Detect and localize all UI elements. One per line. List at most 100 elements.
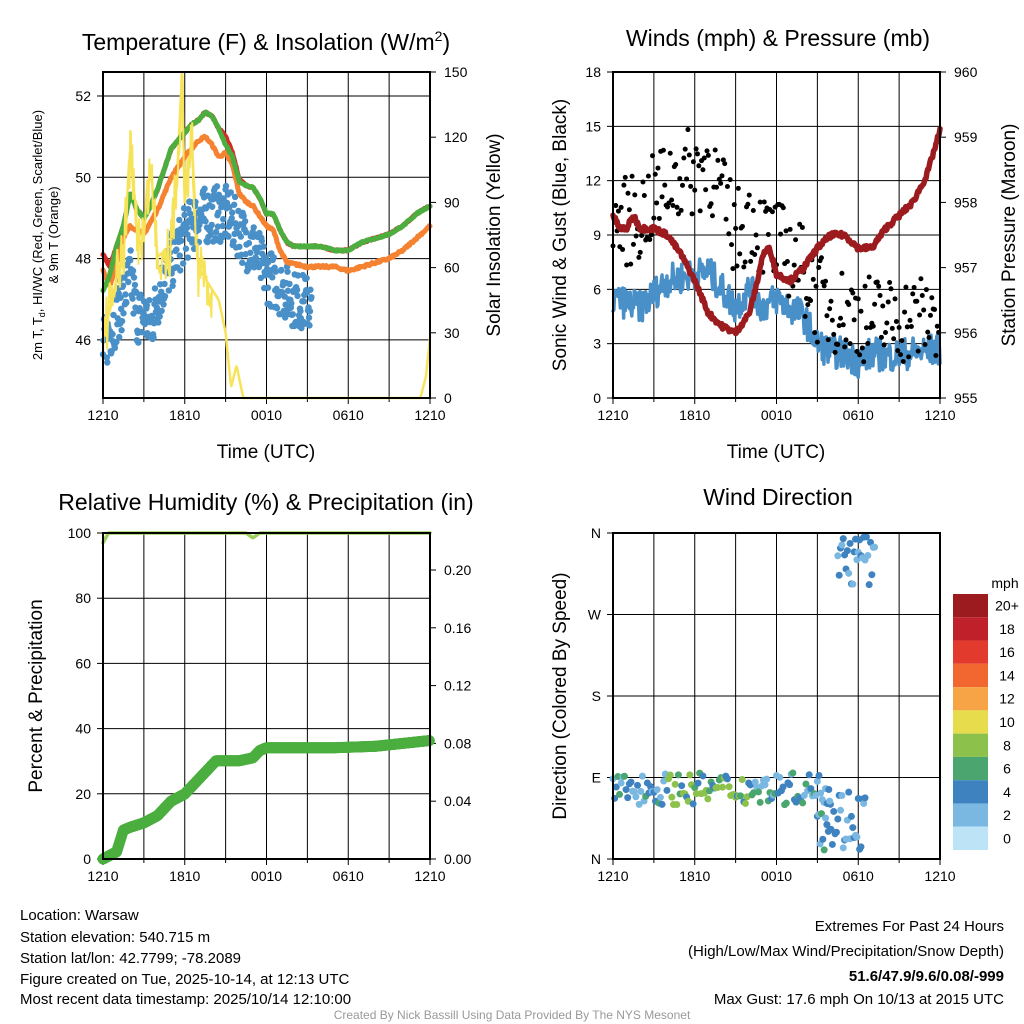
- dewpoint-point: [129, 295, 136, 302]
- y-tick-label: N: [591, 851, 601, 867]
- dewpoint-point: [189, 236, 196, 243]
- dewpoint-point: [284, 287, 292, 294]
- x-tick-label: 0610: [843, 407, 874, 423]
- x-tick-label: 1210: [924, 868, 955, 884]
- gust-point: [692, 187, 698, 193]
- gust-point: [750, 208, 756, 214]
- wind-direction-point: [817, 789, 825, 797]
- gust-point: [843, 337, 849, 343]
- max-gust: Max Gust: 17.6 mph On 10/13 at 2015 UTC: [714, 991, 1004, 1008]
- gust-point: [629, 173, 635, 179]
- gust-point: [861, 359, 867, 365]
- elevation: Station elevation: 540.715 m: [20, 929, 210, 946]
- gust-point: [714, 184, 720, 190]
- dewpoint-point: [178, 237, 185, 244]
- gust-point: [823, 278, 829, 284]
- dewpoint-point: [213, 183, 221, 190]
- temp-y2label: Solar Insolation (Yellow): [484, 133, 505, 336]
- dewpoint-point: [178, 230, 185, 238]
- gust-point: [708, 201, 714, 207]
- wind-direction-point: [723, 775, 731, 783]
- gust-point: [923, 287, 929, 293]
- wind-direction-point: [622, 786, 630, 794]
- colorbar-swatch: [953, 594, 988, 618]
- wind-direction-point: [761, 781, 769, 789]
- wind-direction-point: [862, 533, 870, 541]
- gust-point: [718, 180, 724, 186]
- y2-tick-label: 955: [954, 390, 978, 406]
- gust-point: [703, 187, 709, 193]
- wind-direction-point: [813, 777, 821, 785]
- gust-point: [685, 127, 691, 133]
- gust-point: [825, 337, 831, 343]
- colorbar-label: 16: [999, 644, 1015, 660]
- wind-direction-point: [843, 547, 851, 555]
- gust-point: [799, 224, 805, 230]
- dewpoint-point: [269, 274, 276, 281]
- wind-direction-point: [692, 790, 700, 798]
- wind-direction-point: [635, 800, 643, 808]
- dewpoint-point: [169, 282, 176, 290]
- y2-tick-label: 0.16: [444, 620, 471, 636]
- extremes-subtitle: (High/Low/Max Wind/Precipitation/Snow De…: [688, 943, 1004, 960]
- dewpoint-point: [117, 294, 124, 301]
- gust-point: [739, 223, 745, 229]
- wind-direction-point: [826, 797, 834, 805]
- y2-tick-label: 960: [954, 64, 978, 80]
- plot-frame: [612, 71, 941, 399]
- y-tick-label: 60: [75, 655, 91, 671]
- gust-point: [645, 173, 651, 179]
- wind-direction-point: [837, 806, 845, 814]
- gust-point: [813, 283, 819, 289]
- gust-point: [910, 291, 916, 297]
- plot-frame: [102, 532, 431, 860]
- colorbar-label: 8: [1003, 737, 1011, 753]
- dewpoint-point: [215, 209, 222, 216]
- wind-direction-point: [755, 788, 763, 796]
- gust-point: [802, 314, 808, 320]
- x-tick-label: 1810: [169, 868, 200, 884]
- gust-point: [742, 259, 748, 265]
- gust-point: [640, 179, 646, 185]
- rh-title: Relative Humidity (%) & Precipitation (i…: [58, 489, 473, 515]
- dewpoint-point: [153, 304, 161, 311]
- dewpoint-point: [129, 267, 137, 274]
- gust-point: [908, 323, 914, 329]
- gust-point: [900, 359, 906, 365]
- gust-point: [734, 263, 740, 269]
- y-tick-label: S: [592, 688, 601, 704]
- colorbar-label: 0: [1003, 830, 1011, 846]
- colorbar-swatch: [953, 756, 988, 781]
- gust-point: [632, 192, 638, 198]
- gust-point: [911, 284, 917, 290]
- figure-created: Figure created on Tue, 2025-10-14, at 12…: [20, 971, 350, 988]
- dewpoint-point: [177, 267, 184, 274]
- gust-point: [855, 296, 861, 302]
- dewpoint-point: [230, 238, 237, 245]
- gust-point: [652, 171, 658, 177]
- wind-direction-point: [638, 772, 646, 780]
- gust-point: [926, 335, 932, 341]
- gust-point: [876, 283, 882, 289]
- gust-point: [786, 293, 792, 299]
- plot-frame: [102, 71, 431, 399]
- dewpoint-point: [187, 198, 194, 206]
- wind-direction-point: [668, 793, 676, 801]
- gust-point: [816, 264, 822, 270]
- wind-direction-point: [637, 787, 645, 795]
- gust-point: [862, 283, 868, 289]
- gust-point: [655, 165, 661, 171]
- dewpoint-point: [227, 189, 235, 196]
- gust-point: [846, 301, 852, 307]
- gust-point: [654, 200, 660, 206]
- gust-point: [761, 199, 767, 205]
- dewpoint-point: [161, 292, 169, 300]
- gust-point: [669, 197, 675, 203]
- dewpoint-point: [173, 246, 180, 253]
- gust-point: [660, 147, 666, 153]
- gust-point: [810, 276, 816, 282]
- x-tick-label: 0610: [333, 407, 364, 423]
- dewpoint-point: [202, 218, 209, 225]
- gust-point: [896, 324, 902, 330]
- dewpoint-point: [118, 326, 125, 334]
